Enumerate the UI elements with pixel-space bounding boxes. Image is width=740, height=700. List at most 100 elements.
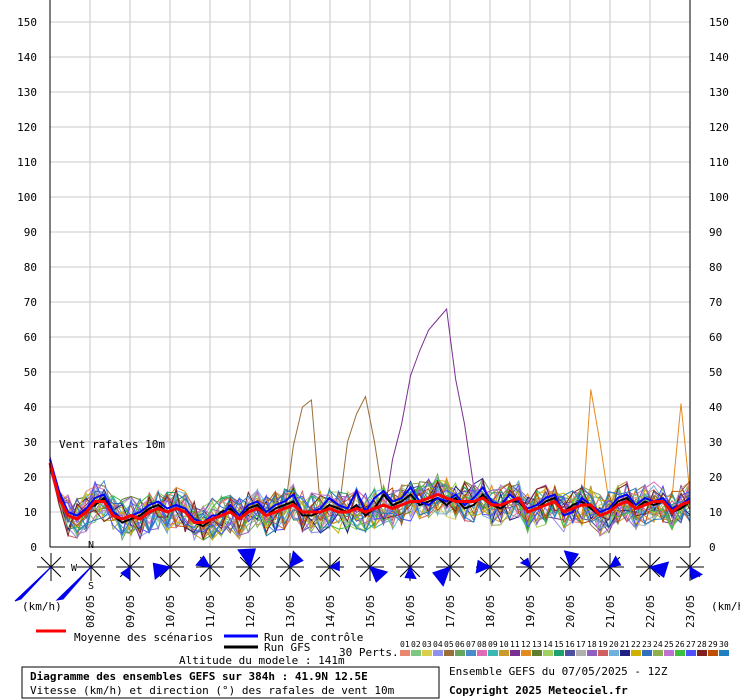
date-tick: 12/05 <box>244 595 257 628</box>
y-tick-left: 70 <box>24 296 37 309</box>
wind-direction-wedge <box>369 566 389 583</box>
pert-legend-swatch <box>708 650 718 656</box>
pert-legend-number: 19 <box>598 640 608 649</box>
pert-legend-number: 07 <box>466 640 476 649</box>
rose-spoke <box>609 566 621 578</box>
pert-legend-swatch <box>598 650 608 656</box>
rose-spoke <box>169 556 181 568</box>
y-tick-left: 140 <box>17 51 37 64</box>
y-tick-right: 0 <box>709 541 716 554</box>
pert-legend-swatch <box>609 650 619 656</box>
rose-spoke <box>569 566 581 578</box>
y-tick-left: 60 <box>24 331 37 344</box>
y-tick-left: 10 <box>24 506 37 519</box>
gfs-line <box>49 466 691 528</box>
pert-legend-number: 03 <box>422 640 432 649</box>
rose-spoke <box>129 566 141 578</box>
pert-legend-number: 12 <box>521 640 531 649</box>
unit-right: (km/h) <box>711 600 740 613</box>
chart-subtitle: Vitesse (km/h) et direction (°) des rafa… <box>30 684 395 697</box>
rose-spoke <box>489 566 501 578</box>
pert-legend-swatch <box>510 650 520 656</box>
control-line <box>49 459 691 524</box>
perturbation-legend: 01 02 03 04 05 06 07 08 09 10 11 12 13 14 15 16 17 18 19 20… <box>400 640 729 656</box>
wind-rose <box>596 553 624 581</box>
rose-spoke <box>319 566 331 578</box>
legend-control-label: Run de contrôle <box>264 631 363 644</box>
rose-spoke <box>569 556 581 568</box>
pert-legend-number: 11 <box>510 640 520 649</box>
rose-spoke <box>449 556 461 568</box>
wind-direction-wedge <box>289 550 304 568</box>
legend: Moyenne des scénarios Run de contrôle Ru… <box>36 629 729 667</box>
y-tick-left: 130 <box>17 86 37 99</box>
y-tick-left: 0 <box>30 541 37 554</box>
pert-legend-swatch <box>400 650 410 656</box>
wind-rose <box>556 550 584 581</box>
pert-legend-number: 22 <box>631 640 641 649</box>
wind-rose <box>55 553 105 601</box>
axes <box>49 0 691 548</box>
pert-legend-number: 14 <box>543 640 553 649</box>
pert-legend-swatch <box>664 650 674 656</box>
y-tick-right: 70 <box>709 296 722 309</box>
pert-legend-number: 20 <box>609 640 619 649</box>
rose-spoke <box>649 556 661 568</box>
compass-letter: S <box>88 581 94 592</box>
rose-spoke <box>679 566 691 578</box>
rose-spoke <box>249 566 261 578</box>
pert-legend-swatch <box>719 650 729 656</box>
date-tick: 10/05 <box>164 595 177 628</box>
y-tick-left: 110 <box>17 156 37 169</box>
pert-legend-swatch <box>565 650 575 656</box>
rose-spoke <box>519 566 531 578</box>
pert-legend-number: 15 <box>554 640 564 649</box>
wind-direction-wedge <box>152 562 172 580</box>
pert-legend-swatch <box>675 650 685 656</box>
pert-legend-number: 17 <box>576 640 586 649</box>
date-tick: 20/05 <box>564 595 577 628</box>
pert-legend-number: 08 <box>477 640 487 649</box>
pert-legend-swatch <box>488 650 498 656</box>
y-tick-right: 100 <box>709 191 729 204</box>
rose-spoke <box>329 556 341 568</box>
wind-direction-wedge <box>404 565 417 580</box>
rose-spoke <box>639 566 651 578</box>
rose-spoke <box>479 566 491 578</box>
wind-direction-wedge <box>328 560 340 572</box>
wind-direction-wedge <box>55 566 92 601</box>
pert-legend-number: 13 <box>532 640 542 649</box>
rose-spoke <box>489 556 501 568</box>
wind-direction-wedge <box>475 559 492 574</box>
pert-legend-number: 06 <box>455 640 465 649</box>
wind-rose <box>475 553 504 581</box>
date-tick: 16/05 <box>404 595 417 628</box>
wind-direction-wedge <box>237 548 257 569</box>
y-tick-right: 150 <box>709 16 729 29</box>
rose-spoke <box>399 566 411 578</box>
rose-spoke <box>329 566 341 578</box>
main-series <box>48 459 691 528</box>
rose-spoke <box>199 566 211 578</box>
rose-spoke <box>40 556 52 568</box>
pert-legend-number: 01 <box>400 640 410 649</box>
y-tick-right: 40 <box>709 401 722 414</box>
pert-legend-swatch <box>587 650 597 656</box>
altitude-label: Altitude du modele : 141m <box>179 654 345 667</box>
y-tick-left: 40 <box>24 401 37 414</box>
date-tick: 15/05 <box>364 595 377 628</box>
rose-spoke <box>599 566 611 578</box>
pert-legend-swatch <box>455 650 465 656</box>
rose-spoke <box>359 566 371 578</box>
y-tick-left: 30 <box>24 436 37 449</box>
date-tick: 23/05 <box>684 595 697 628</box>
inner-label: Vent rafales 10m <box>59 438 165 451</box>
y-tick-left: 120 <box>17 121 37 134</box>
pert-legend-swatch <box>521 650 531 656</box>
rose-spoke <box>159 556 171 568</box>
y-tick-right: 10 <box>709 506 722 519</box>
pert-legend-number: 04 <box>433 640 443 649</box>
rose-spoke <box>50 556 62 568</box>
wind-rose <box>516 553 544 581</box>
